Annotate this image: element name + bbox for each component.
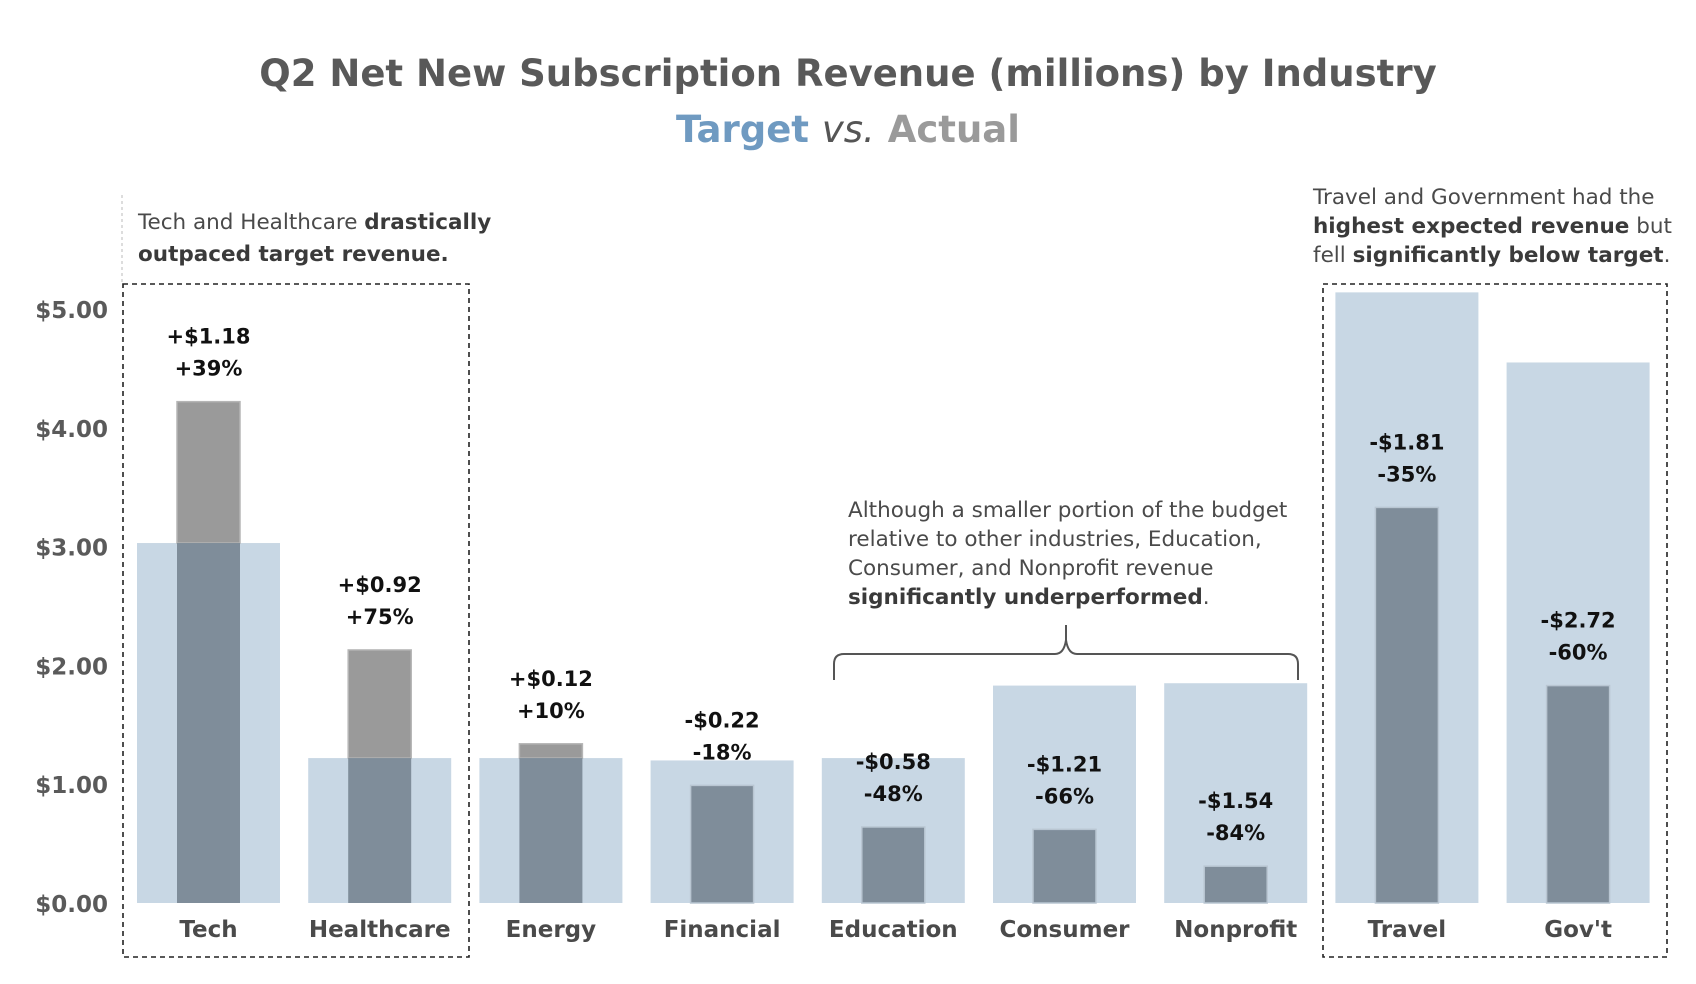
pct-label: -66% bbox=[1035, 784, 1094, 808]
right-annotation-l3a: fell bbox=[1313, 243, 1353, 268]
pct-label: -18% bbox=[693, 740, 752, 764]
x-tick-label: Consumer bbox=[999, 917, 1130, 943]
actual-bar bbox=[177, 543, 240, 903]
actual-bar-over bbox=[347, 649, 412, 759]
middle-annotation-l4b: significantly underperformed bbox=[848, 585, 1203, 610]
plot-area: $0.00 $1.00 $2.00 $3.00 $4.00 $5.00 +$1.18 +39%… bbox=[35, 292, 1650, 943]
y-tick-label: $2.00 bbox=[35, 654, 108, 680]
y-tick-label: $1.00 bbox=[35, 773, 108, 799]
actual-bar bbox=[1203, 865, 1268, 904]
actual-bar bbox=[1374, 506, 1440, 904]
chart-subtitle: Target vs. Actual bbox=[676, 108, 1020, 151]
y-tick-label: $0.00 bbox=[35, 892, 108, 918]
diff-label: +$0.12 bbox=[509, 667, 593, 691]
subtitle-vs: vs. bbox=[822, 108, 875, 151]
y-tick-label: $3.00 bbox=[35, 536, 108, 562]
right-annotation-l1: Travel and Government had the bbox=[1312, 185, 1655, 210]
diff-label: -$1.21 bbox=[1027, 752, 1102, 776]
actual-bar bbox=[1032, 828, 1097, 904]
x-tick-label: Healthcare bbox=[309, 917, 451, 943]
pct-label: -35% bbox=[1377, 462, 1436, 486]
left-annotation: Tech and Healthcare drastically outpaced… bbox=[137, 210, 498, 267]
right-annotation: Travel and Government had the highest ex… bbox=[1312, 185, 1679, 268]
diff-label: +$1.18 bbox=[166, 325, 250, 349]
pct-label: -60% bbox=[1549, 641, 1608, 665]
actual-bar bbox=[519, 758, 583, 903]
middle-annotation-l2: relative to other industries, Education, bbox=[848, 527, 1262, 552]
diff-label: -$0.22 bbox=[685, 708, 760, 732]
y-tick-label: $4.00 bbox=[35, 417, 108, 443]
right-annotation-l2a: but bbox=[1629, 214, 1672, 239]
middle-annotation-l4a: . bbox=[1203, 585, 1210, 610]
diff-label: -$0.58 bbox=[856, 750, 931, 774]
x-tick-label: Travel bbox=[1368, 917, 1447, 943]
left-annotation-l1a: Tech and Healthcare bbox=[137, 210, 364, 235]
x-tick-label: Nonprofit bbox=[1174, 917, 1297, 943]
actual-bar bbox=[689, 784, 755, 904]
diff-label: -$2.72 bbox=[1541, 609, 1616, 633]
pct-label: -48% bbox=[864, 782, 923, 806]
x-tick-label: Financial bbox=[664, 917, 781, 943]
x-tick-label: Tech bbox=[179, 917, 237, 943]
middle-annotation-l1: Although a smaller portion of the budget bbox=[848, 498, 1287, 523]
actual-bar-over bbox=[176, 400, 241, 544]
x-tick-label: Energy bbox=[506, 917, 596, 943]
pct-label: +10% bbox=[517, 699, 585, 723]
pct-label: +39% bbox=[175, 357, 243, 381]
actual-bar bbox=[1545, 684, 1611, 904]
right-annotation-l3b: significantly below target bbox=[1353, 243, 1664, 268]
actual-bar bbox=[861, 826, 926, 904]
y-tick-label: $5.00 bbox=[35, 298, 108, 324]
right-annotation-l3c: . bbox=[1664, 243, 1671, 268]
left-annotation-l2: outpaced target revenue. bbox=[138, 242, 449, 267]
x-tick-label: Education bbox=[829, 917, 958, 943]
right-highlight-box bbox=[1322, 283, 1668, 958]
diff-label: -$1.81 bbox=[1369, 430, 1444, 454]
left-annotation-l1b: drastically bbox=[364, 210, 491, 235]
actual-bar-over bbox=[518, 743, 584, 759]
pct-label: -84% bbox=[1206, 821, 1265, 845]
subtitle-target: Target bbox=[676, 108, 809, 151]
left-highlight-box bbox=[122, 283, 470, 958]
diff-label: -$1.54 bbox=[1198, 789, 1273, 813]
x-tick-label: Gov't bbox=[1544, 917, 1612, 943]
diff-label: +$0.92 bbox=[338, 573, 422, 597]
middle-bracket bbox=[833, 625, 1299, 680]
actual-bar bbox=[348, 758, 412, 903]
subtitle-actual: Actual bbox=[888, 108, 1020, 151]
middle-annotation-l3: Consumer, and Nonprofit revenue bbox=[848, 556, 1213, 581]
right-annotation-l2b: highest expected revenue bbox=[1313, 214, 1629, 239]
middle-annotation: Although a smaller portion of the budget… bbox=[848, 498, 1294, 610]
pct-label: +75% bbox=[346, 605, 414, 629]
chart-title: Q2 Net New Subscription Revenue (million… bbox=[259, 52, 1436, 95]
